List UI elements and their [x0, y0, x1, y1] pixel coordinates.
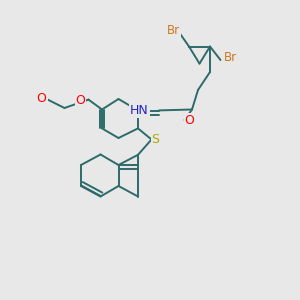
Text: O: O — [37, 92, 46, 106]
Text: S: S — [152, 133, 160, 146]
Text: O: O — [76, 94, 85, 107]
Text: Br: Br — [224, 51, 237, 64]
Text: O: O — [184, 113, 194, 127]
Text: Br: Br — [167, 23, 180, 37]
Text: HN: HN — [130, 104, 148, 117]
